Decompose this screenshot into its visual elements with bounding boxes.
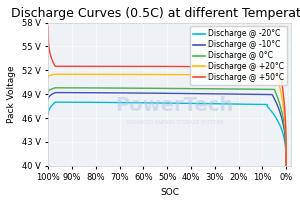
X-axis label: SOC: SOC	[160, 188, 179, 197]
Legend: Discharge @ -20°C, Discharge @ -10°C, Discharge @ 0°C, Discharge @ +20°C, Discha: Discharge @ -20°C, Discharge @ -10°C, Di…	[190, 26, 287, 85]
Text: PowerTech: PowerTech	[115, 96, 233, 115]
Y-axis label: Pack Voltage: Pack Voltage	[7, 65, 16, 123]
Title: Discharge Curves (0.5C) at different Temperatures: Discharge Curves (0.5C) at different Tem…	[11, 7, 300, 20]
Text: ADVANCED ENERGY STORAGE SYSTEMS: ADVANCED ENERGY STORAGE SYSTEMS	[125, 120, 223, 125]
